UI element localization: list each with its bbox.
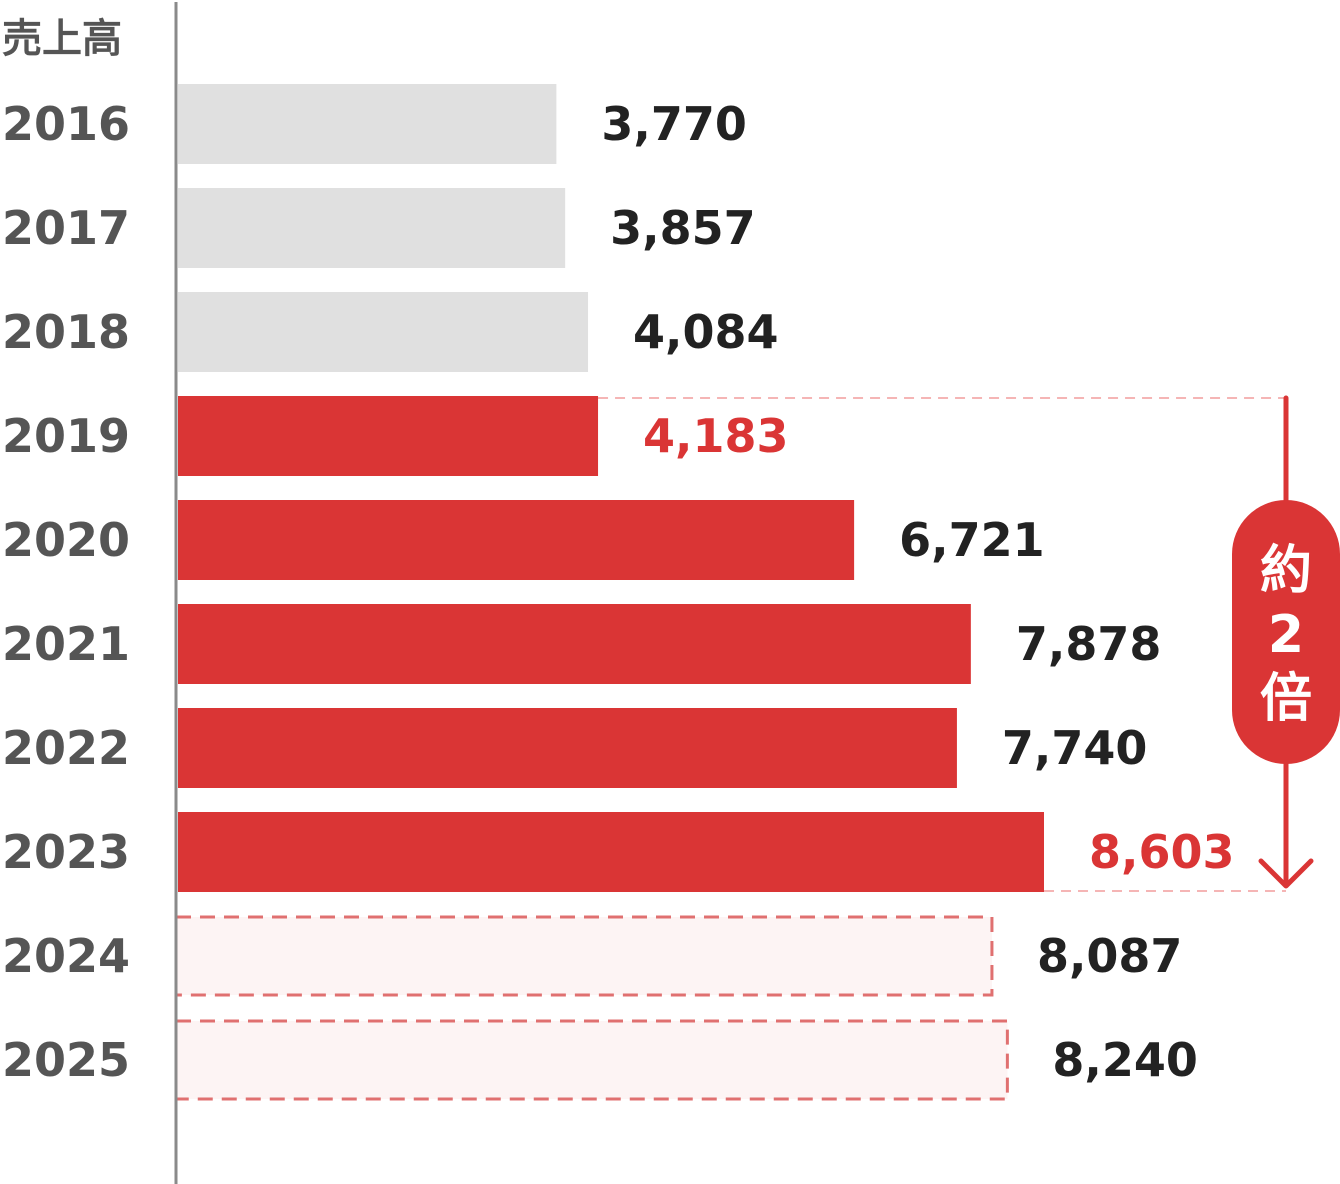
comparison-guides [598,397,1286,892]
bar-2021 [178,604,971,684]
growth-badge-text-1: 2 [1268,605,1304,665]
value-label-2019: 4,183 [643,409,789,463]
value-label-2023: 8,603 [1089,825,1235,879]
value-label-2017: 3,857 [610,201,756,255]
year-label-2025: 2025 [2,1033,130,1087]
bar-2016 [178,84,557,164]
bar-2020 [178,500,855,580]
value-label-2018: 4,084 [633,305,779,359]
year-label-2016: 2016 [2,97,130,151]
year-label-2018: 2018 [2,305,130,359]
bar-2024 [174,915,994,997]
value-label-2024: 8,087 [1037,929,1183,983]
year-label-2022: 2022 [2,721,130,775]
value-label-2021: 7,878 [1016,617,1162,671]
growth-badge [1232,500,1340,764]
bar-2017 [178,188,566,268]
arrow-head [1258,858,1314,889]
year-label-2021: 2021 [2,617,130,671]
year-label-2019: 2019 [2,409,130,463]
growth-badge-text-2: 倍 [1260,669,1312,729]
growth-badge-text-0: 約 [1260,541,1312,601]
year-label-2020: 2020 [2,513,130,567]
bar-2023 [178,812,1044,892]
bar-2019 [178,396,599,476]
bar-2025 [174,1019,1009,1101]
y-axis-label: 売上高 [2,16,122,62]
value-label-2016: 3,770 [601,97,747,151]
year-label-2017: 2017 [2,201,130,255]
bar-2018 [178,292,589,372]
bar-2022 [178,708,957,788]
year-label-2023: 2023 [2,825,130,879]
year-label-2024: 2024 [2,929,130,983]
value-label-2025: 8,240 [1052,1033,1198,1087]
value-label-2020: 6,721 [899,513,1045,567]
value-labels: 3,770 3,857 4,084 4,183 6,721 7,878 7,740 8,603… [601,97,1234,1087]
value-label-2022: 7,740 [1002,721,1148,775]
bars [174,84,1044,1101]
growth-annotation: 約2倍 [1232,395,1340,889]
year-labels: 2016 2017 2018 2019 2020 2021 2022 2023 2024 2025 [2,97,130,1087]
